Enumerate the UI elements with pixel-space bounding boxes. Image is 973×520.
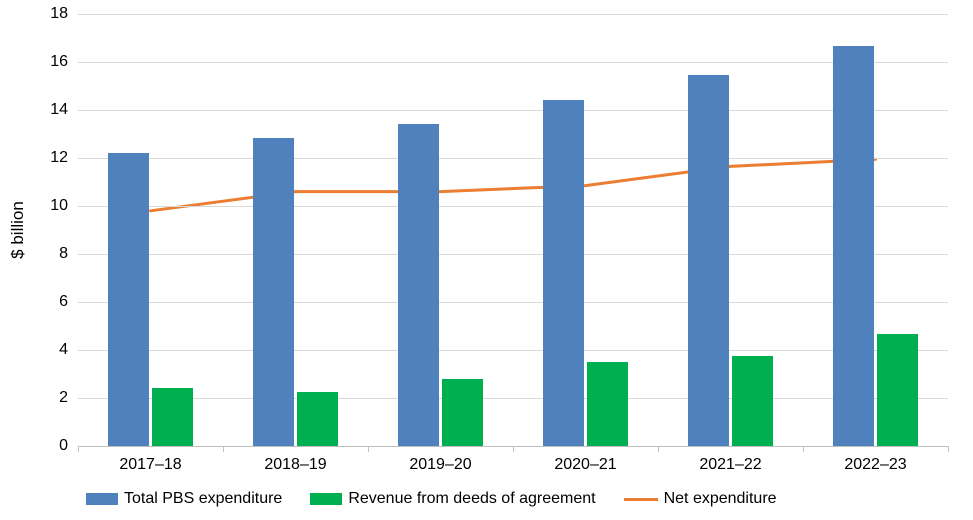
y-tick-label: 14	[50, 101, 78, 119]
x-tick-mark	[658, 446, 659, 452]
legend-item: Revenue from deeds of agreement	[310, 490, 595, 508]
revenue_deeds-bar	[587, 362, 628, 446]
x-tick-mark	[368, 446, 369, 452]
gridline	[78, 158, 948, 159]
total_pbs-bar	[833, 46, 874, 446]
pbs-expenditure-chart: $ billion 0246810121416182017–182018–192…	[0, 0, 973, 520]
y-tick-label: 10	[50, 197, 78, 215]
total_pbs-bar	[543, 100, 584, 446]
x-tick-mark	[948, 446, 949, 452]
y-tick-label: 0	[59, 437, 78, 455]
legend: Total PBS expenditure Revenue from deeds …	[86, 490, 777, 508]
total_pbs-bar	[108, 153, 149, 446]
gridline	[78, 206, 948, 207]
legend-label: Net expenditure	[664, 490, 777, 508]
x-tick-mark	[78, 446, 79, 452]
total_pbs-bar	[688, 75, 729, 446]
legend-item: Total PBS expenditure	[86, 490, 282, 508]
revenue_deeds-bar	[442, 379, 483, 446]
y-tick-label: 6	[59, 293, 78, 311]
total_pbs-bar	[253, 138, 294, 446]
x-tick-mark	[803, 446, 804, 452]
gridline	[78, 254, 948, 255]
revenue_deeds-bar	[732, 356, 773, 446]
legend-line-icon	[624, 498, 658, 501]
revenue_deeds-bar	[297, 392, 338, 446]
gridline	[78, 302, 948, 303]
x-tick-label: 2019–20	[409, 446, 471, 474]
x-tick-mark	[513, 446, 514, 452]
y-tick-label: 4	[59, 341, 78, 359]
legend-label: Total PBS expenditure	[124, 490, 282, 508]
revenue_deeds-bar	[877, 334, 918, 446]
revenue_deeds-bar	[152, 388, 193, 446]
gridline	[78, 398, 948, 399]
x-tick-label: 2017–18	[119, 446, 181, 474]
x-tick-label: 2018–19	[264, 446, 326, 474]
x-tick-label: 2022–23	[844, 446, 906, 474]
gridline	[78, 62, 948, 63]
legend-swatch-icon	[310, 493, 342, 505]
gridline	[78, 14, 948, 15]
y-tick-label: 12	[50, 149, 78, 167]
x-tick-mark	[223, 446, 224, 452]
net-expenditure-line	[78, 14, 948, 446]
gridline	[78, 350, 948, 351]
x-tick-label: 2020–21	[554, 446, 616, 474]
plot-area: 0246810121416182017–182018–192019–202020…	[78, 14, 948, 446]
y-tick-label: 16	[50, 53, 78, 71]
y-tick-label: 18	[50, 5, 78, 23]
legend-label: Revenue from deeds of agreement	[348, 490, 595, 508]
gridline	[78, 110, 948, 111]
total_pbs-bar	[398, 124, 439, 446]
y-tick-label: 8	[59, 245, 78, 263]
y-axis-title: $ billion	[8, 201, 28, 259]
legend-swatch-icon	[86, 493, 118, 505]
x-tick-label: 2021–22	[699, 446, 761, 474]
y-tick-label: 2	[59, 389, 78, 407]
legend-item: Net expenditure	[624, 490, 777, 508]
